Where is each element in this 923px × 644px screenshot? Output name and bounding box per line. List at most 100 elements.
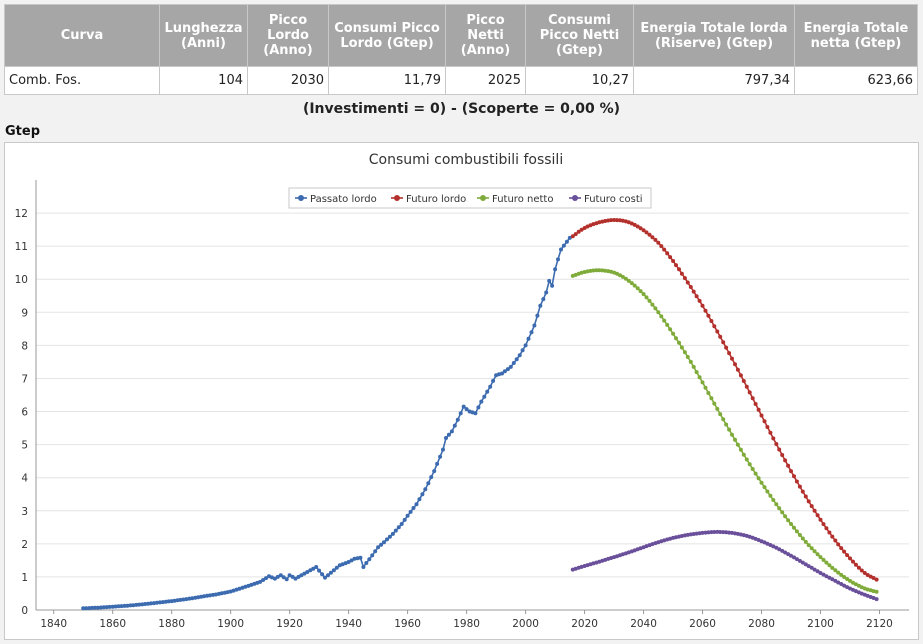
data-point — [438, 454, 443, 459]
y-tick-label: 9 — [21, 307, 28, 319]
data-point — [824, 560, 829, 565]
data-point — [358, 555, 363, 560]
data-point — [157, 600, 162, 605]
data-point — [650, 302, 655, 307]
data-point — [535, 313, 540, 318]
header-consumi-picco-netti[interactable]: Consumi Picco Netti (Gtep) — [525, 4, 634, 67]
data-point — [623, 276, 628, 281]
data-point — [738, 447, 743, 452]
data-point — [346, 560, 351, 564]
data-point — [759, 480, 764, 485]
data-point — [305, 570, 310, 574]
legend-entry[interactable]: Futuro netto — [492, 194, 553, 205]
data-point — [750, 396, 755, 401]
data-point — [812, 549, 817, 554]
data-point — [665, 251, 670, 256]
header-energia-totale-lorda[interactable]: Energia Totale lorda (Riserve) (Gtep) — [633, 4, 795, 67]
data-point — [848, 578, 852, 583]
data-point — [777, 447, 782, 452]
data-point — [668, 327, 673, 332]
data-point — [712, 401, 717, 406]
data-point — [615, 218, 619, 223]
data-point — [774, 442, 779, 446]
legend-entry[interactable]: Futuro costi — [584, 194, 643, 205]
data-point — [724, 345, 729, 350]
header-consumi-picco-lordo[interactable]: Consumi Picco Lordo (Gtep) — [328, 4, 446, 67]
data-point — [718, 530, 723, 534]
data-point — [671, 331, 676, 336]
data-point — [786, 552, 791, 557]
data-point — [370, 553, 375, 558]
data-point — [609, 218, 614, 223]
table-row[interactable]: Comb. Fos. 104 2030 11,79 2025 10,27 797… — [4, 66, 918, 95]
data-point — [848, 556, 852, 561]
data-point — [730, 432, 734, 437]
data-point — [762, 419, 767, 424]
data-point — [679, 345, 684, 350]
data-point — [281, 575, 286, 580]
data-point — [853, 582, 858, 587]
data-point — [650, 235, 655, 240]
data-point — [326, 573, 330, 578]
data-point — [709, 530, 714, 535]
data-point — [184, 597, 189, 602]
data-point — [579, 564, 584, 569]
data-point — [414, 502, 419, 507]
data-point — [741, 452, 746, 457]
x-tick-label: 2080 — [748, 618, 775, 630]
header-curva[interactable]: Curva — [4, 4, 160, 67]
data-point — [750, 467, 755, 471]
data-point — [131, 603, 136, 608]
data-point — [81, 606, 86, 611]
data-point — [753, 402, 758, 406]
data-point — [573, 566, 578, 571]
header-picco-netti[interactable]: Picco Netti (Anno) — [445, 4, 526, 67]
data-point — [620, 552, 625, 557]
data-point — [794, 529, 799, 534]
data-point — [644, 295, 649, 300]
data-point — [859, 585, 864, 590]
data-point — [612, 218, 617, 222]
header-lunghezza[interactable]: Lunghezza (Anni) — [159, 4, 248, 67]
data-point — [420, 492, 425, 497]
data-point — [526, 336, 531, 341]
data-point — [511, 361, 516, 365]
legend-entry[interactable]: Futuro lordo — [406, 194, 466, 205]
data-point — [774, 502, 779, 507]
data-point — [871, 576, 876, 580]
y-tick-label: 3 — [21, 506, 28, 518]
data-point — [449, 429, 454, 434]
summary-header-row: Curva Lunghezza (Anni) Picco Lordo (Anno… — [4, 4, 918, 67]
data-point — [146, 601, 151, 606]
legend-entry[interactable]: Passato lordo — [310, 194, 377, 205]
data-point — [441, 447, 445, 452]
data-point — [272, 576, 277, 581]
data-point — [379, 542, 384, 547]
data-point — [830, 565, 835, 570]
data-point — [653, 306, 658, 311]
data-point — [340, 562, 345, 567]
data-point — [149, 601, 153, 606]
data-point — [715, 529, 720, 534]
legend-marker — [298, 195, 304, 201]
data-point — [579, 227, 584, 232]
header-energia-totale-netta[interactable]: Energia Totale netta (Gtep) — [794, 4, 918, 67]
data-point — [84, 606, 89, 611]
x-tick-label: 1960 — [394, 618, 421, 630]
data-point — [382, 540, 386, 545]
data-point — [694, 370, 699, 375]
cell-lunghezza: 104 — [159, 66, 248, 95]
data-point — [733, 437, 737, 442]
data-point — [780, 453, 785, 457]
data-point — [753, 536, 758, 541]
data-point — [237, 586, 242, 591]
data-point — [317, 568, 322, 573]
data-point — [564, 239, 569, 244]
data-point — [771, 436, 776, 441]
data-point — [679, 271, 684, 276]
data-point — [411, 506, 416, 510]
data-point — [721, 340, 726, 345]
x-tick-label: 1940 — [335, 618, 362, 630]
header-picco-lordo[interactable]: Picco Lordo (Anno) — [247, 4, 329, 67]
